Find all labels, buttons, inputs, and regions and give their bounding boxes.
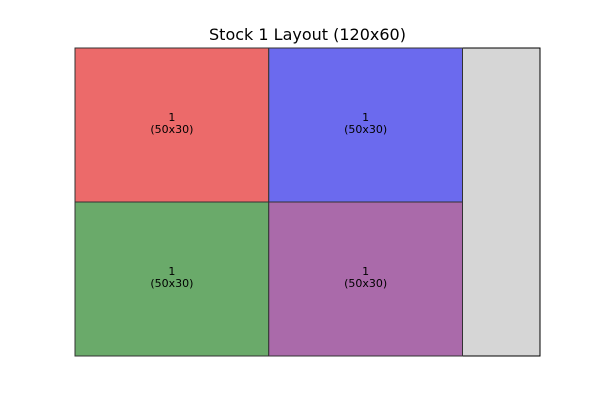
piece-size-label: (50x30) bbox=[344, 123, 387, 136]
piece-rect bbox=[74, 47, 270, 203]
piece: 1(50x30) bbox=[268, 201, 463, 357]
piece-rect bbox=[268, 47, 463, 203]
piece-size-label: (50x30) bbox=[150, 277, 193, 290]
piece-size-label: (50x30) bbox=[150, 123, 193, 136]
pieces-group: 1(50x30)1(50x30)1(50x30)1(50x30) bbox=[74, 47, 463, 357]
piece-rect bbox=[74, 201, 270, 357]
piece: 1(50x30) bbox=[74, 47, 270, 203]
piece: 1(50x30) bbox=[74, 201, 270, 357]
piece-id-label: 1 bbox=[362, 265, 369, 278]
piece-id-label: 1 bbox=[362, 111, 369, 124]
piece-rect bbox=[268, 201, 463, 357]
diagram-title: Stock 1 Layout (120x60) bbox=[209, 25, 406, 44]
piece-id-label: 1 bbox=[168, 265, 175, 278]
piece: 1(50x30) bbox=[268, 47, 463, 203]
piece-id-label: 1 bbox=[168, 111, 175, 124]
piece-size-label: (50x30) bbox=[344, 277, 387, 290]
